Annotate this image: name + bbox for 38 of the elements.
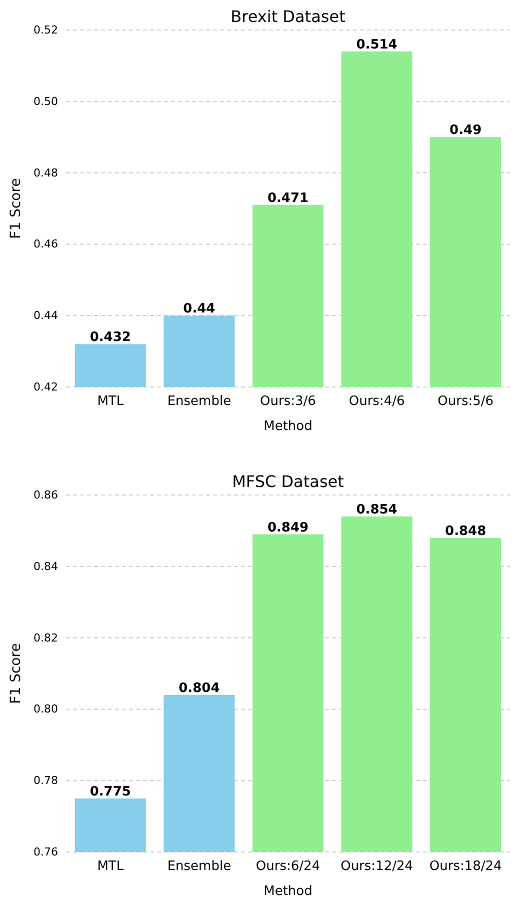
y-axis-title: F1 Score <box>8 178 24 239</box>
data-label: 0.804 <box>178 680 220 696</box>
x-tick-label: Ours:4/6 <box>348 394 405 410</box>
data-label: 0.854 <box>356 502 398 518</box>
x-tick-label: Ensemble <box>167 859 232 874</box>
x-tick-label: MTL <box>97 859 124 874</box>
x-tick-label: Ours:6/24 <box>256 859 320 874</box>
y-tick-label: 0.52 <box>34 24 58 37</box>
y-tick-label: 0.84 <box>34 560 58 573</box>
y-tick-label: 0.48 <box>34 166 58 180</box>
y-tick-label: 0.82 <box>34 631 58 644</box>
data-label: 0.775 <box>90 784 131 800</box>
y-tick-label: 0.86 <box>34 488 58 502</box>
data-label: 0.471 <box>267 190 309 206</box>
data-label: 0.49 <box>450 123 482 138</box>
x-tick-label: Ours:5/6 <box>438 394 494 410</box>
chart-title: MFSC Dataset <box>232 472 344 491</box>
y-tick-label: 0.78 <box>34 774 58 788</box>
x-tick-label: Ensemble <box>167 394 232 410</box>
x-axis-title: Method <box>264 419 312 434</box>
data-label: 0.849 <box>267 520 309 536</box>
x-tick-label: Ours:12/24 <box>340 859 414 874</box>
data-label: 0.848 <box>445 524 486 539</box>
y-tick-label: 0.80 <box>34 702 58 716</box>
x-tick-label: MTL <box>97 394 124 410</box>
y-tick-label: 0.44 <box>34 309 58 322</box>
y-tick-label: 0.50 <box>34 94 58 108</box>
y-tick-label: 0.42 <box>34 380 58 394</box>
x-axis-title: Method <box>264 884 312 898</box>
y-axis-title: F1 Score <box>8 643 24 704</box>
y-tick-label: 0.46 <box>34 238 58 251</box>
data-label: 0.432 <box>90 330 131 346</box>
x-tick-label: Ours:18/24 <box>429 859 502 874</box>
y-tick-label: 0.76 <box>34 846 58 859</box>
data-label: 0.44 <box>183 302 216 317</box>
x-tick-label: Ours:3/6 <box>260 394 316 410</box>
chart-title: Brexit Dataset <box>230 7 346 26</box>
data-label: 0.514 <box>356 37 398 52</box>
